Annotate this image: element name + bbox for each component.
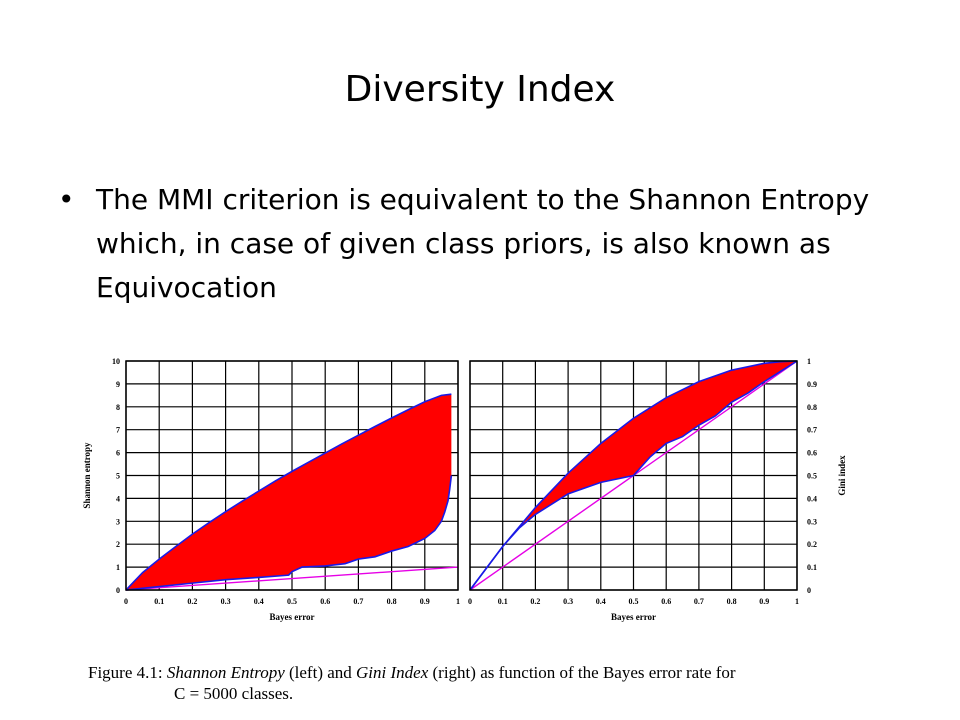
x-tick-label: 0.1 — [154, 597, 164, 606]
x-tick-label: 0.6 — [661, 597, 671, 606]
y-axis-label: Shannon entropy — [82, 442, 92, 509]
x-tick-label: 0 — [124, 597, 128, 606]
y-tick-label: 0.4 — [807, 494, 817, 503]
plot-frame — [469, 360, 798, 591]
caption-line2: C = 5000 classes. — [174, 684, 294, 703]
x-tick-label: 0 — [468, 597, 472, 606]
caption-term-gini: Gini Index — [356, 663, 429, 682]
y-tick-label: 0 — [807, 586, 811, 595]
y-tick-label: 0.1 — [807, 563, 817, 572]
x-tick-label: 0.5 — [629, 597, 639, 606]
y-tick-label: 4 — [116, 494, 120, 503]
y-tick-label: 2 — [116, 540, 120, 549]
lower-bound-line — [125, 475, 453, 591]
bullet-text: The MMI criterion is equivalent to the S… — [96, 183, 870, 304]
x-tick-label: 0.6 — [320, 597, 330, 606]
x-tick-label: 0.3 — [221, 597, 231, 606]
x-tick-label: 0.5 — [287, 597, 297, 606]
reference-line — [125, 566, 459, 591]
x-tick-label: 0.8 — [727, 597, 737, 606]
x-tick-label: 1 — [795, 597, 799, 606]
chart-gini-index: 0 0 0.1 0.1 0.2 0.2 0.3 0.3 0.4 0.4 0.5 0.5 0.6 0.6 0.… — [468, 357, 847, 622]
y-tick-label: 0.8 — [807, 403, 817, 412]
lower-bound-line — [469, 360, 798, 591]
x-tick-label: 0.8 — [387, 597, 397, 606]
x-axis-label: Bayes error — [269, 612, 314, 622]
x-tick-label: 0.4 — [596, 597, 606, 606]
x-tick-label: 0.9 — [759, 597, 769, 606]
x-tick-label: 0.1 — [498, 597, 508, 606]
x-tick-label: 0.2 — [530, 597, 540, 606]
slide-title: Diversity Index — [344, 69, 616, 110]
x-tick-label: 1 — [456, 597, 460, 606]
chart-shannon-entropy: 00 0.1 1 0.2 2 0.3 3 0.4 4 0.5 5 0.6 6 0.7 7 0.8 8 0.9 9 1 1… — [82, 357, 460, 622]
y-tick-label: 5 — [116, 472, 120, 481]
y-tick-label: 9 — [116, 380, 120, 389]
y-tick-label: 0.2 — [807, 540, 817, 549]
bullet-dot-icon: • — [58, 183, 75, 216]
x-tick-label: 0.7 — [353, 597, 363, 606]
y-tick-label: 10 — [112, 357, 120, 366]
bullet-item: • The MMI criterion is equivalent to the… — [56, 178, 896, 310]
y-tick-label: 7 — [116, 426, 120, 435]
y-tick-label: 8 — [116, 403, 120, 412]
y-tick-label: 0.7 — [807, 426, 817, 435]
caption-prefix: Figure 4.1: — [88, 663, 163, 682]
y-tick-label: 3 — [116, 517, 120, 526]
x-tick-label: 0.4 — [254, 597, 264, 606]
y-tick-label: 0.9 — [807, 380, 817, 389]
y-tick-label: 0 — [116, 586, 120, 595]
upper-bound-line — [469, 360, 798, 591]
y-tick-label: 6 — [116, 449, 120, 458]
caption-term-shannon: Shannon Entropy — [166, 663, 285, 682]
y-tick-label: 0.3 — [807, 517, 817, 526]
bullet-list: • The MMI criterion is equivalent to the… — [56, 178, 896, 310]
caption-mid2: (right) as function of the Bayes error r… — [432, 663, 736, 682]
plot-frame — [125, 360, 459, 591]
y-tick-label: 0.6 — [807, 449, 817, 458]
y-tick-label: 1 — [807, 357, 811, 366]
x-axis-label: Bayes error — [611, 612, 656, 622]
area-fill — [126, 394, 452, 590]
y-tick-label: 0.5 — [807, 472, 817, 481]
x-tick-label: 0.7 — [694, 597, 704, 606]
x-tick-label: 0.9 — [420, 597, 430, 606]
figure-charts: 000.110.220.330.440.550.660.770.880.9911… — [82, 357, 847, 622]
x-tick-label: 0.3 — [563, 597, 573, 606]
y-tick-label: 1 — [116, 563, 120, 572]
y-axis-label: Gini index — [837, 455, 847, 496]
caption-mid1: (left) and — [289, 663, 352, 682]
x-tick-label: 0.2 — [187, 597, 197, 606]
figure-caption: Figure 4.1: Shannon Entropy (left) and G… — [88, 662, 888, 704]
upper-bound-line — [125, 393, 452, 591]
